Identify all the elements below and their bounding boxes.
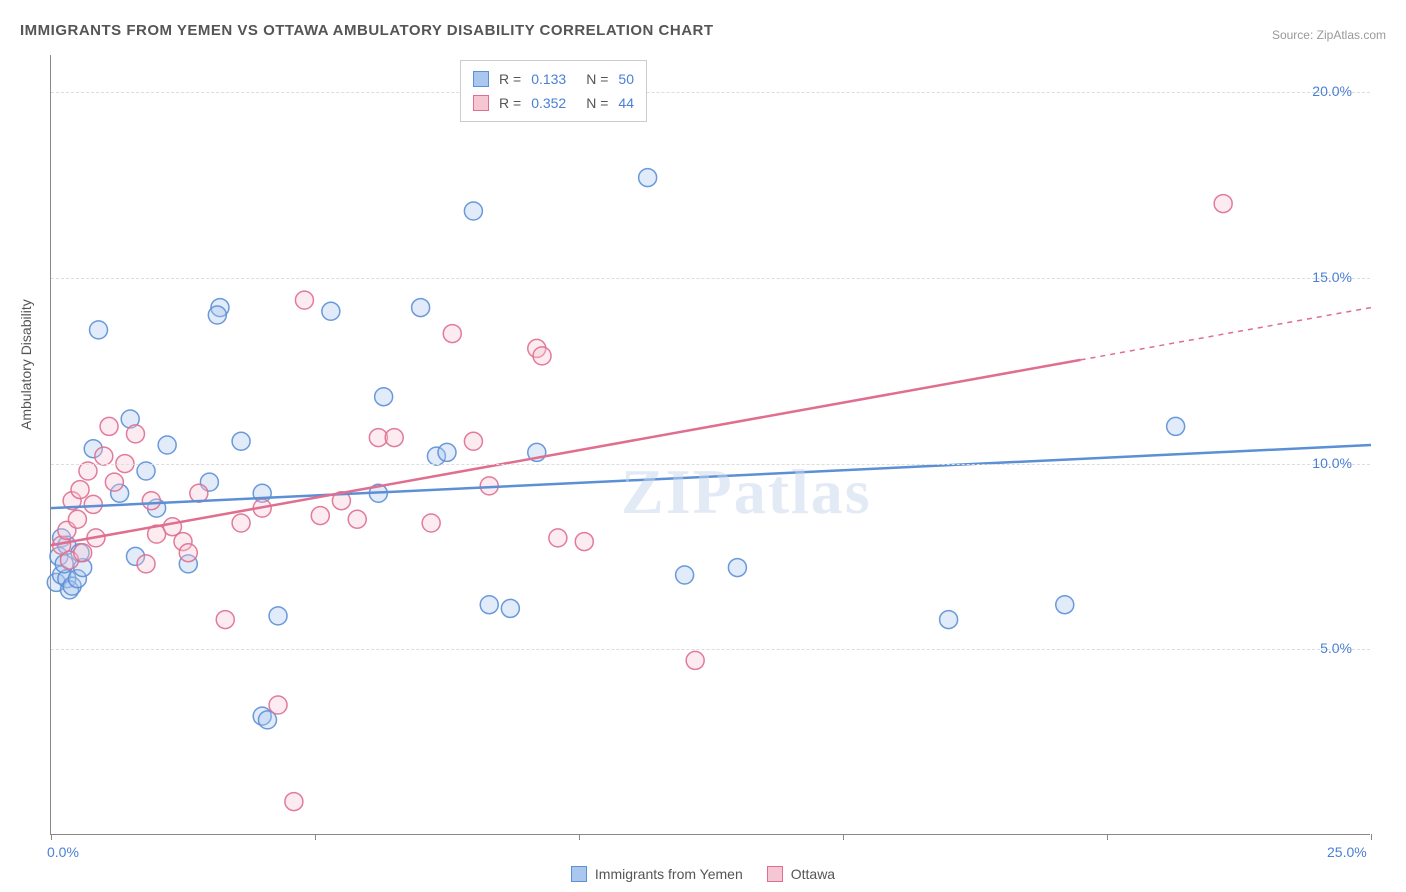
scatter-point-ottawa <box>348 510 366 528</box>
legend-stats-row: R = 0.133 N = 50 <box>473 67 634 91</box>
scatter-point-ottawa <box>575 533 593 551</box>
x-tick <box>51 834 52 840</box>
legend-swatch-ottawa <box>767 866 783 882</box>
scatter-point-ottawa <box>79 462 97 480</box>
scatter-point-ottawa <box>142 492 160 510</box>
scatter-point-ottawa <box>126 425 144 443</box>
x-tick-label: 0.0% <box>47 844 79 860</box>
legend-swatch-ottawa <box>473 95 489 111</box>
legend-item-ottawa: Ottawa <box>767 866 835 882</box>
y-tick-label: 5.0% <box>1320 640 1352 656</box>
legend-label: Ottawa <box>791 866 835 882</box>
legend-item-yemen: Immigrants from Yemen <box>571 866 743 882</box>
plot-area: ZIPatlas 5.0%10.0%15.0%20.0%0.0%25.0% <box>50 55 1370 835</box>
scatter-point-ottawa <box>295 291 313 309</box>
y-tick-label: 10.0% <box>1312 455 1352 471</box>
scatter-point-yemen <box>322 302 340 320</box>
source-label: Source: ZipAtlas.com <box>1272 28 1386 42</box>
scatter-point-yemen <box>501 599 519 617</box>
gridline <box>51 464 1370 465</box>
scatter-point-ottawa <box>179 544 197 562</box>
legend-series: Immigrants from Yemen Ottawa <box>0 866 1406 882</box>
y-axis-label: Ambulatory Disability <box>18 299 34 430</box>
scatter-point-yemen <box>480 596 498 614</box>
scatter-point-ottawa <box>137 555 155 573</box>
trend-line-ottawa <box>51 360 1081 545</box>
scatter-point-ottawa <box>68 510 86 528</box>
scatter-point-yemen <box>232 432 250 450</box>
x-tick <box>315 834 316 840</box>
r-value: 0.352 <box>531 95 566 111</box>
scatter-point-ottawa <box>74 544 92 562</box>
scatter-point-yemen <box>90 321 108 339</box>
scatter-point-yemen <box>940 611 958 629</box>
n-value: 50 <box>618 71 634 87</box>
scatter-point-ottawa <box>95 447 113 465</box>
legend-stats-row: R = 0.352 N = 44 <box>473 91 634 115</box>
scatter-point-ottawa <box>269 696 287 714</box>
gridline <box>51 92 1370 93</box>
scatter-point-yemen <box>1056 596 1074 614</box>
scatter-point-yemen <box>676 566 694 584</box>
scatter-point-ottawa <box>100 417 118 435</box>
scatter-point-yemen <box>438 443 456 461</box>
r-label: R = <box>499 95 521 111</box>
scatter-point-ottawa <box>464 432 482 450</box>
scatter-point-yemen <box>375 388 393 406</box>
scatter-point-ottawa <box>422 514 440 532</box>
scatter-point-yemen <box>412 299 430 317</box>
x-tick <box>1371 834 1372 840</box>
scatter-point-yemen <box>269 607 287 625</box>
legend-stats: R = 0.133 N = 50 R = 0.352 N = 44 <box>460 60 647 122</box>
scatter-point-yemen <box>137 462 155 480</box>
x-tick <box>1107 834 1108 840</box>
legend-label: Immigrants from Yemen <box>595 866 743 882</box>
r-value: 0.133 <box>531 71 566 87</box>
scatter-point-ottawa <box>1214 195 1232 213</box>
scatter-point-yemen <box>639 169 657 187</box>
x-tick <box>579 834 580 840</box>
n-label: N = <box>586 71 608 87</box>
scatter-point-ottawa <box>216 611 234 629</box>
y-tick-label: 15.0% <box>1312 269 1352 285</box>
gridline <box>51 649 1370 650</box>
scatter-point-ottawa <box>232 514 250 532</box>
scatter-svg <box>51 55 1370 834</box>
legend-swatch-yemen <box>473 71 489 87</box>
scatter-point-ottawa <box>533 347 551 365</box>
scatter-point-ottawa <box>549 529 567 547</box>
scatter-point-yemen <box>208 306 226 324</box>
scatter-point-ottawa <box>443 325 461 343</box>
x-tick <box>843 834 844 840</box>
scatter-point-ottawa <box>385 429 403 447</box>
scatter-point-ottawa <box>285 793 303 811</box>
r-label: R = <box>499 71 521 87</box>
scatter-point-ottawa <box>71 481 89 499</box>
n-label: N = <box>586 95 608 111</box>
y-tick-label: 20.0% <box>1312 83 1352 99</box>
x-tick-label: 25.0% <box>1327 844 1367 860</box>
scatter-point-ottawa <box>105 473 123 491</box>
scatter-point-yemen <box>728 559 746 577</box>
chart-container: IMMIGRANTS FROM YEMEN VS OTTAWA AMBULATO… <box>0 0 1406 892</box>
trend-line-dashed-ottawa <box>1081 308 1371 360</box>
scatter-point-yemen <box>158 436 176 454</box>
scatter-point-ottawa <box>84 495 102 513</box>
legend-swatch-yemen <box>571 866 587 882</box>
chart-title: IMMIGRANTS FROM YEMEN VS OTTAWA AMBULATO… <box>20 22 714 39</box>
scatter-point-ottawa <box>686 651 704 669</box>
trend-line-yemen <box>51 445 1371 508</box>
scatter-point-ottawa <box>311 507 329 525</box>
scatter-point-yemen <box>464 202 482 220</box>
scatter-point-yemen <box>1167 417 1185 435</box>
gridline <box>51 278 1370 279</box>
n-value: 44 <box>618 95 634 111</box>
